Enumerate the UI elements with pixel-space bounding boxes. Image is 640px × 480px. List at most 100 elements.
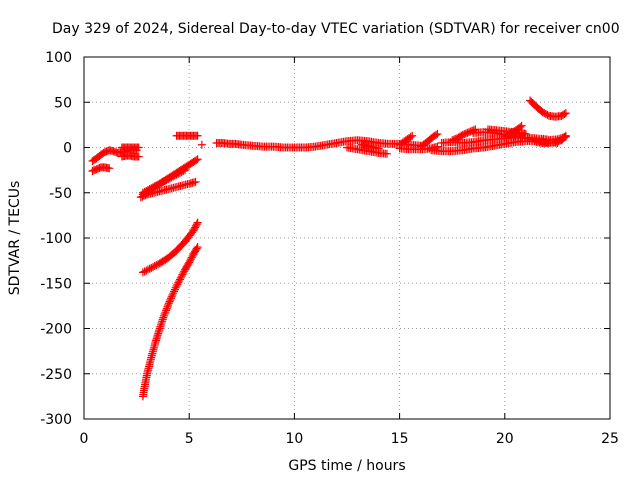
data-point-marker <box>158 317 167 326</box>
data-point-marker <box>561 109 570 118</box>
data-point-marker <box>138 188 147 197</box>
data-point-marker <box>140 267 149 276</box>
data-point-marker <box>155 324 164 333</box>
data-point-marker <box>156 320 165 329</box>
data-point-marker <box>169 289 178 298</box>
data-point-marker <box>152 181 161 190</box>
series-arc-25 <box>532 131 570 147</box>
data-point-marker <box>406 132 415 141</box>
data-point-marker <box>163 302 172 311</box>
data-point-marker <box>192 244 201 253</box>
data-point-marker <box>193 155 202 164</box>
y-tick-label: 100 <box>45 50 72 66</box>
data-point-marker <box>105 164 114 173</box>
data-point-marker <box>167 173 176 182</box>
data-point-marker <box>191 177 200 186</box>
data-point-marker <box>149 183 158 192</box>
series-arc-11 <box>197 140 206 149</box>
data-point-marker <box>177 167 186 176</box>
x-tick-label: 0 <box>80 431 89 447</box>
data-point-marker <box>162 306 171 315</box>
data-point-marker <box>170 285 179 294</box>
x-tick-label: 5 <box>185 431 194 447</box>
series-arc-17 <box>416 129 442 151</box>
data-points <box>88 96 570 401</box>
data-point-marker <box>192 220 201 229</box>
data-point-marker <box>170 287 179 296</box>
series-arc-14 <box>357 140 383 153</box>
y-tick-label: -300 <box>40 412 72 428</box>
y-axis-title: SDTVAR / TECUs <box>7 181 23 296</box>
data-point-marker <box>134 152 143 161</box>
series-arc-23 <box>500 121 526 141</box>
x-tick-label: 10 <box>285 431 303 447</box>
data-point-marker <box>149 262 158 271</box>
data-point-marker <box>166 294 175 303</box>
data-point-marker <box>147 184 156 193</box>
data-point-marker <box>142 186 151 195</box>
data-point-marker <box>433 129 442 138</box>
data-point-marker <box>155 179 164 188</box>
data-point-marker <box>159 311 168 320</box>
data-point-marker <box>175 168 184 177</box>
series-arc-08 <box>138 218 202 277</box>
data-point-marker <box>143 186 152 195</box>
series-arc-07 <box>138 166 189 197</box>
data-point-marker <box>164 299 173 308</box>
x-axis-title: GPS time / hours <box>288 458 405 474</box>
x-tick-label: 15 <box>391 431 409 447</box>
data-point-marker <box>134 143 143 152</box>
data-point-marker <box>140 187 149 196</box>
data-point-marker <box>172 170 181 179</box>
y-tick-label: -50 <box>49 186 72 202</box>
data-point-marker <box>152 261 161 270</box>
data-point-marker <box>174 169 183 178</box>
data-point-marker <box>160 176 169 185</box>
data-point-marker <box>150 182 159 191</box>
data-point-marker <box>161 308 170 317</box>
data-point-marker <box>170 171 179 180</box>
data-point-marker <box>157 178 166 187</box>
data-point-marker <box>193 131 202 140</box>
chart-title: Day 329 of 2024, Sidereal Day-to-day VTE… <box>52 21 620 37</box>
data-point-marker <box>145 185 154 194</box>
data-point-marker <box>193 218 202 227</box>
data-point-marker <box>154 180 163 189</box>
series-arc-13 <box>343 143 391 158</box>
x-tick-label: 25 <box>601 431 619 447</box>
series-arc-02 <box>88 163 114 176</box>
data-point-marker <box>142 266 151 275</box>
y-tick-label: -150 <box>40 276 72 292</box>
data-point-marker <box>157 319 166 328</box>
data-point-marker <box>150 262 159 271</box>
data-point-marker <box>180 166 189 175</box>
data-point-marker <box>382 149 391 158</box>
grid-lines <box>84 57 610 419</box>
series-arc-24 <box>526 96 570 121</box>
y-tick-label: -250 <box>40 367 72 383</box>
data-point-marker <box>408 131 417 140</box>
data-point-marker <box>166 295 175 304</box>
data-point-marker <box>158 315 167 324</box>
data-point-marker <box>169 172 178 181</box>
data-point-marker <box>374 144 383 153</box>
data-point-marker <box>517 121 526 130</box>
data-point-marker <box>162 304 171 313</box>
data-point-marker <box>145 264 154 273</box>
data-point-marker <box>432 130 441 139</box>
series-arc-10 <box>172 131 202 140</box>
data-point-marker <box>168 291 177 300</box>
series-arc-09 <box>138 243 202 401</box>
data-point-marker <box>516 122 525 131</box>
data-point-marker <box>560 132 569 141</box>
data-point-marker <box>193 243 202 252</box>
axis-ticks: 0 5 10 15 20 25 -300 -250 -200 -150 -100 -50 0 50 100 <box>40 50 619 447</box>
data-point-marker <box>167 292 176 301</box>
data-point-marker <box>197 140 206 149</box>
data-point-marker <box>159 313 168 322</box>
data-point-marker <box>147 263 156 272</box>
plot-frame <box>83 56 611 420</box>
data-point-marker <box>521 129 530 138</box>
data-point-marker <box>164 300 173 309</box>
